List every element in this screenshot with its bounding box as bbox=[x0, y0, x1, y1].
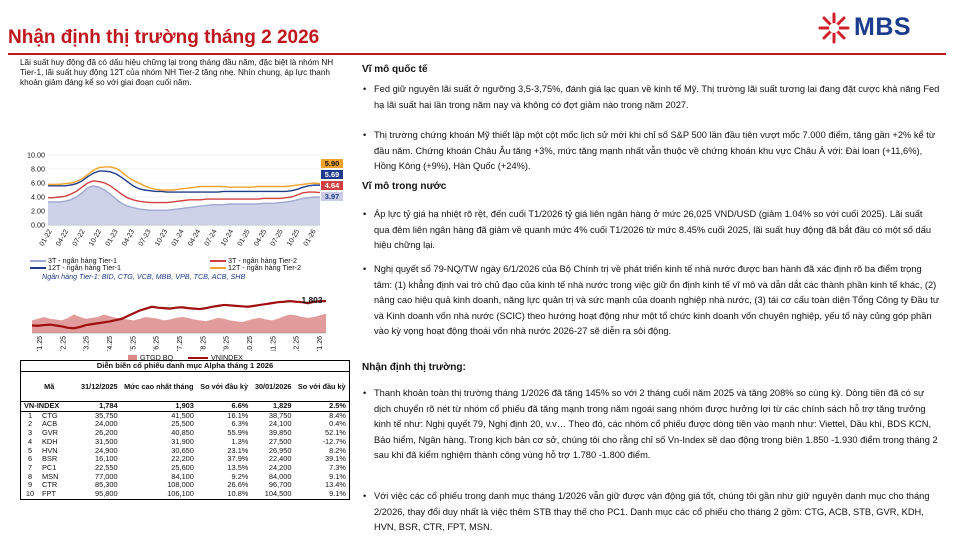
col-vs-start-1: So với đầu kỳ bbox=[200, 382, 249, 391]
rate-y-tick: 2.00 bbox=[31, 207, 45, 216]
rate-y-tick: 10.00 bbox=[27, 151, 45, 160]
rate-x-tick: 04-22 bbox=[55, 228, 70, 247]
rate-x-tick: 01-25 bbox=[237, 228, 252, 247]
table-row: 4 KDH 31,500 31,900 1.3% 27,500 -12.7% bbox=[27, 436, 346, 446]
index-peak-label: 1,803 bbox=[302, 295, 323, 305]
table-row: 1 CTG 35,750 41,500 16.1% 38,750 8.4% bbox=[27, 410, 346, 420]
rate-x-tick: 07-22 bbox=[72, 228, 87, 247]
rate-x-tick: 04-24 bbox=[187, 228, 202, 247]
rate-series-12t-tier2 bbox=[48, 166, 321, 191]
page-title: Nhận định thị trường tháng 2 2026 bbox=[8, 27, 320, 48]
index-x-tick: T7.25 bbox=[177, 336, 184, 351]
rate-x-tick: 01-22 bbox=[39, 228, 54, 247]
index-legend-line: VNINDEX bbox=[188, 353, 243, 362]
index-x-tick: T9.25 bbox=[224, 336, 231, 351]
rate-x-tick: 01-23 bbox=[105, 228, 120, 247]
rate-x-tick: 10-23 bbox=[154, 228, 169, 247]
section-heading-domestic: Vĩ mô trong nước bbox=[362, 181, 447, 192]
rate-x-tick: 01-24 bbox=[171, 228, 186, 247]
rate-end-label-box bbox=[321, 181, 343, 190]
rate-x-tick: 10-25 bbox=[286, 228, 301, 247]
bullet-market-1: • Thanh khoản toàn thị trường tháng 1/202… bbox=[363, 388, 938, 460]
rate-end-label-box bbox=[321, 170, 343, 179]
rate-series-3t-tier2 bbox=[48, 180, 321, 204]
index-line-vnindex bbox=[31, 300, 327, 330]
index-x-tick: T10.25 bbox=[247, 336, 254, 351]
col-3001: 30/01/2026 bbox=[254, 382, 292, 391]
rate-end-label: 5.69 bbox=[325, 170, 339, 179]
table-row: 5 HVN 24,900 30,650 23.1% 26,950 8.2% bbox=[27, 445, 346, 455]
rate-series-3t-tier1 bbox=[48, 185, 321, 211]
rate-x-tick: 10-22 bbox=[88, 228, 103, 247]
rate-x-tick: 10-24 bbox=[220, 228, 235, 247]
bullet-international-1: • Fed giữ nguyên lãi suất ở ngưỡng 3,5-3,… bbox=[363, 84, 940, 110]
index-x-tick: T6.25 bbox=[154, 336, 161, 351]
rate-end-label: 3.97 bbox=[325, 192, 339, 201]
mbs-star-icon bbox=[818, 12, 850, 44]
logo-text: MBS bbox=[854, 13, 912, 41]
index-x-tick: T1.26 bbox=[317, 336, 324, 351]
rate-x-tick: 07-24 bbox=[204, 228, 219, 247]
rate-end-label-box bbox=[321, 192, 343, 201]
col-ma: Mã bbox=[44, 382, 55, 391]
rate-legend-3: 12T - ngân hàng Tier-1 bbox=[30, 264, 121, 272]
table-row: 6 BSR 16,100 22,200 37.9% 22,400 39.1% bbox=[27, 454, 346, 464]
index-x-tick: T3.25 bbox=[84, 336, 91, 351]
bullet-domestic-2: • Nghị quyết số 79-NQ/TW ngày 6/1/2026 củ… bbox=[363, 264, 940, 336]
index-x-tick: T1.25 bbox=[37, 336, 44, 351]
table-row: 10 FPT 95,800 106,100 10.8% 104,500 9.1% bbox=[25, 489, 346, 499]
index-x-tick: T5.25 bbox=[130, 336, 137, 351]
rate-legend-4: 12T - ngân hàng Tier-2 bbox=[210, 264, 301, 272]
mbs-logo: MBS bbox=[812, 8, 942, 48]
rate-x-tick: 04-25 bbox=[253, 228, 268, 247]
rate-y-tick: 4.00 bbox=[31, 193, 45, 202]
left-panel: Lãi suất huy động đã có dấu hiệu chững l… bbox=[20, 57, 350, 537]
rate-x-tick: 01-26 bbox=[303, 228, 318, 247]
rate-y-tick: 0.00 bbox=[31, 221, 45, 230]
rate-end-label-box bbox=[321, 159, 343, 168]
rate-legend-1: 3T - ngân hàng Tier-1 bbox=[30, 257, 117, 265]
table-title: Diễn biến cổ phiếu danh mục Alpha tháng … bbox=[21, 361, 349, 372]
index-x-tick: T2.25 bbox=[60, 336, 67, 351]
index-area-gtgd bbox=[32, 313, 326, 333]
index-x-tick: T4.25 bbox=[107, 336, 114, 351]
rate-y-tick: 8.00 bbox=[31, 165, 45, 174]
rate-x-tick: 04-23 bbox=[121, 228, 136, 247]
title-divider bbox=[8, 53, 946, 55]
table-row-vnindex: VN-INDEX 1,784 1,903 6.6% 1,829 2.5% bbox=[21, 401, 349, 412]
table-row: 9 CTR 85,300 108,000 26.6% 96,700 13.4% bbox=[27, 480, 346, 490]
rate-y-tick: 6.00 bbox=[31, 179, 45, 188]
rate-end-label: 5.90 bbox=[325, 159, 339, 168]
index-x-tick: T8.25 bbox=[200, 336, 207, 351]
rate-x-tick: 07-25 bbox=[270, 228, 285, 247]
index-x-tick: T12.25 bbox=[294, 336, 301, 351]
table-row: 7 PC1 22,550 25,600 13.5% 24,200 7.3% bbox=[27, 462, 346, 472]
index-legend-area: GTGD BQ bbox=[128, 353, 173, 362]
bullet-domestic-1: • Áp lực tỷ giá hạ nhiệt rõ rệt, đến cuối… bbox=[363, 209, 932, 250]
bullet-market-2: • Với việc các cổ phiếu trong danh mục th… bbox=[363, 491, 930, 532]
rate-end-label: 4.64 bbox=[325, 181, 340, 190]
rate-series-3t-tier1-area bbox=[48, 185, 320, 225]
rate-legend-2: 3T - ngân hàng Tier-2 bbox=[210, 257, 297, 265]
table-row: 3 GVR 26,200 40,850 55.9% 39,850 52.1% bbox=[27, 428, 346, 438]
col-3112: 31/12/2025 bbox=[81, 382, 118, 391]
bullet-international-2: • Thị trường chứng khoán Mỹ thiết lập một… bbox=[363, 130, 936, 171]
vnindex-chart: 1,803 T1.25 T2.25 T3.25 T4.25 T5.25 T6.25 T7.25… bbox=[31, 295, 327, 351]
table-row: 8 MSN 77,000 84,100 9.2% 84,000 9.1% bbox=[27, 471, 346, 481]
section-heading-international: Vĩ mô quốc tế bbox=[362, 64, 428, 75]
section-heading-market: Nhận định thị trường: bbox=[362, 362, 466, 373]
col-high: Mức cao nhất tháng bbox=[124, 382, 194, 391]
table-row: 2 ACB 24,000 25,500 6.3% 24,100 0.4% bbox=[27, 419, 346, 429]
rate-x-tick: 07-23 bbox=[138, 228, 153, 247]
col-vs-start-2: So với đầu kỳ bbox=[297, 382, 346, 391]
alpha-portfolio-table: Diễn biến cổ phiếu danh mục Alpha tháng … bbox=[20, 360, 350, 500]
rate-series-12t-tier1 bbox=[48, 170, 321, 193]
index-x-tick: T11.25 bbox=[270, 336, 277, 351]
intro-text: Lãi suất huy động đã có dấu hiệu chững l… bbox=[20, 58, 334, 87]
tier1-note: Ngân hàng Tier-1: BID, CTG, VCB, MBB, VP… bbox=[42, 272, 246, 281]
